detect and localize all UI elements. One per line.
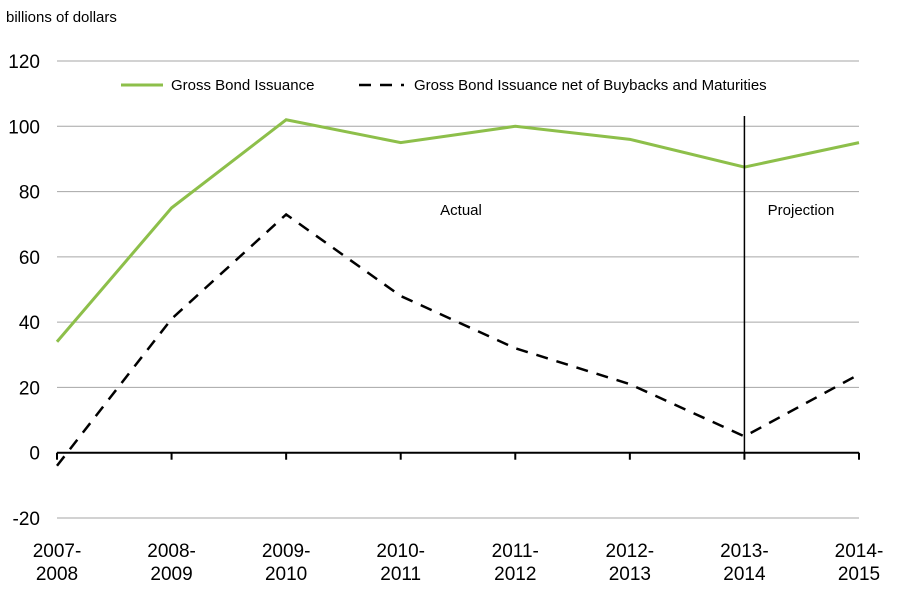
- y-tick-label: 40: [19, 313, 40, 334]
- x-tick-label-line: 2008: [36, 564, 78, 585]
- x-tick-label: 2014-2015: [835, 541, 884, 585]
- x-tick-label-line: 2007-: [33, 541, 82, 562]
- x-tick-label-line: 2009: [150, 564, 192, 585]
- x-tick-label-line: 2009-: [262, 541, 311, 562]
- x-tick-label-line: 2013: [609, 564, 651, 585]
- x-tick-label: 2011-2012: [492, 541, 539, 585]
- x-tick-label-line: 2008-: [147, 541, 196, 562]
- data-point: [858, 141, 860, 143]
- x-tick-label-line: 2010: [265, 564, 307, 585]
- series-line-1: [55, 118, 860, 343]
- x-tick-label: 2013-2014: [720, 541, 769, 585]
- data-point: [514, 125, 516, 127]
- x-tick-label-line: 2014-: [835, 541, 884, 562]
- axes: [56, 451, 860, 460]
- data-point: [400, 141, 402, 143]
- x-tick-label-line: 2011-: [492, 541, 539, 562]
- x-tick-label: 2012-2013: [606, 541, 655, 585]
- series-line-2: [56, 212, 860, 467]
- annotation-actual: Actual: [440, 202, 482, 219]
- x-tick-label: 2008-2009: [147, 541, 196, 585]
- y-tick-label: 80: [19, 183, 40, 204]
- data-point: [56, 341, 58, 343]
- x-tick-label-line: 2015: [838, 564, 880, 585]
- x-tick-label-line: 2013-: [720, 541, 769, 562]
- data-point: [858, 373, 860, 375]
- y-tick-label: 100: [8, 117, 40, 138]
- gridlines: [57, 60, 859, 519]
- data-point: [285, 213, 287, 215]
- data-point: [400, 295, 402, 297]
- tick-labels: -200204060801001202007-20082008-20092009…: [8, 52, 883, 585]
- data-point: [629, 383, 631, 385]
- data-point: [56, 465, 58, 467]
- y-tick-label: 20: [19, 378, 40, 399]
- x-tick-label-line: 2012-: [606, 541, 655, 562]
- data-point: [170, 207, 172, 209]
- legend-label-net: Gross Bond Issuance net of Buybacks and …: [414, 77, 767, 94]
- data-point: [514, 347, 516, 349]
- x-tick-label-line: 2011: [380, 564, 421, 585]
- y-tick-label: 0: [29, 444, 40, 465]
- x-tick-label-line: 2012: [494, 564, 536, 585]
- x-tick-label: 2009-2010: [262, 541, 311, 585]
- x-tick-label: 2007-2008: [33, 541, 82, 585]
- series-lines: [55, 118, 860, 467]
- y-tick-label: 60: [19, 248, 40, 269]
- y-tick-label: -20: [13, 509, 40, 530]
- y-axis-title: billions of dollars: [6, 9, 117, 26]
- data-point: [285, 119, 287, 121]
- annotations: Actual Projection: [440, 202, 834, 219]
- x-tick-label-line: 2014: [723, 564, 766, 585]
- x-tick-label-line: 2010-: [376, 541, 425, 562]
- legend: Gross Bond Issuance Gross Bond Issuance n…: [121, 77, 767, 94]
- x-tick-label: 2010-2011: [376, 541, 425, 585]
- y-tick-label: 120: [8, 52, 40, 73]
- data-point: [170, 318, 172, 320]
- legend-label-gross: Gross Bond Issuance: [171, 77, 314, 94]
- annotation-projection: Projection: [768, 202, 835, 219]
- data-point: [629, 138, 631, 140]
